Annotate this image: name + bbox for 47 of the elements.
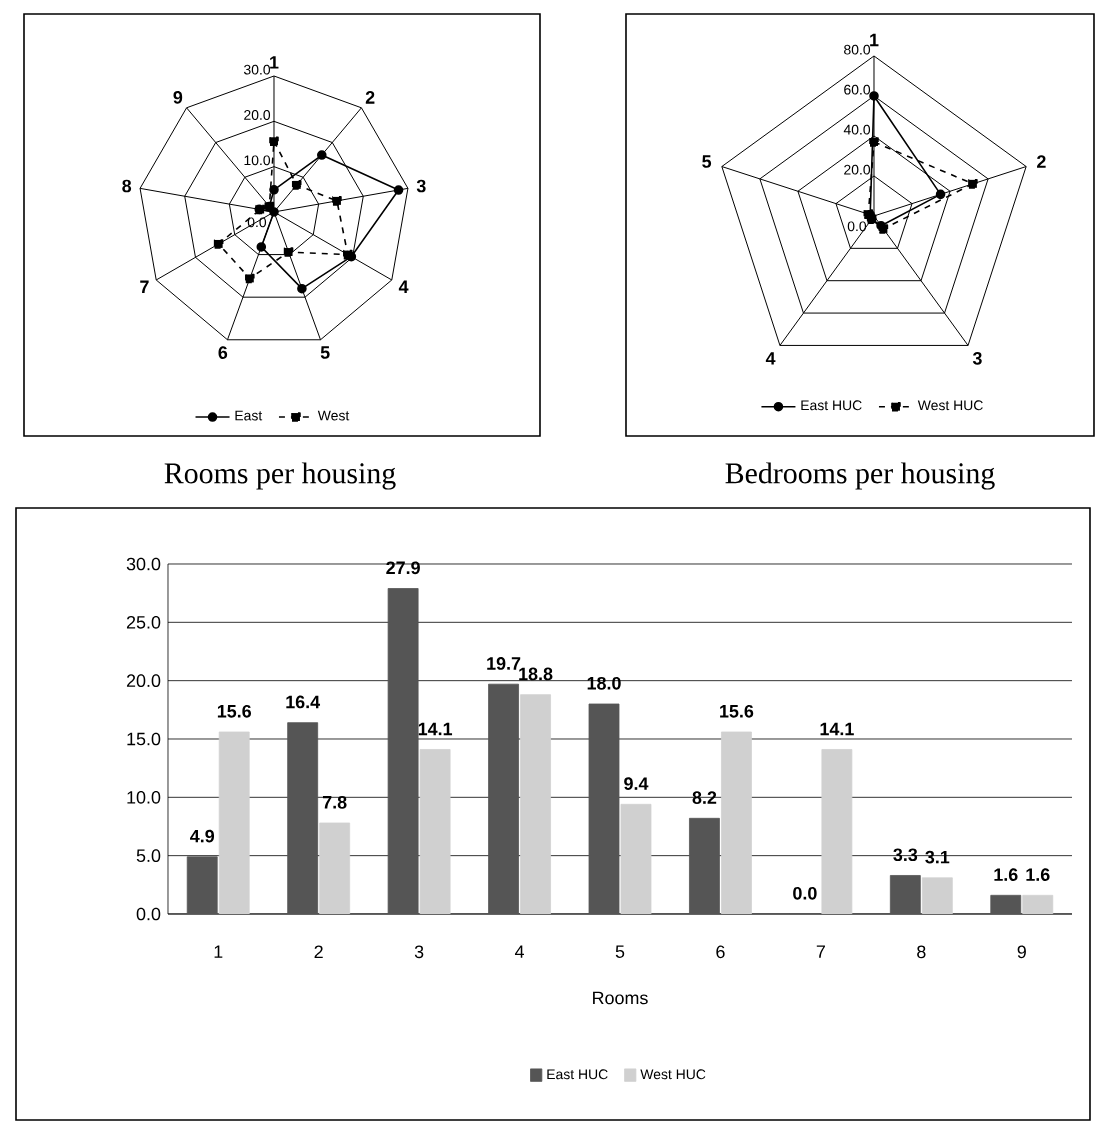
x-tick-label: 1 [214, 945, 223, 958]
data-label: 7.8 [322, 795, 347, 809]
data-label: 4.9 [190, 829, 215, 843]
y-tick-label: 0.0 [136, 907, 161, 921]
spoke-label: 4 [398, 280, 409, 293]
x-tick-label: 8 [917, 945, 926, 959]
spoke-label: 7 [140, 280, 149, 293]
spoke-label: 2 [1037, 155, 1046, 168]
spoke-label: 1 [270, 56, 279, 69]
spoke-label: 9 [173, 91, 183, 104]
x-tick-label: 2 [314, 945, 323, 958]
spoke-label: 5 [702, 155, 712, 168]
data-label: 27.9 [386, 561, 420, 575]
data-label: 15.6 [217, 704, 251, 718]
x-tick-label: 5 [615, 945, 625, 958]
data-label: 16.4 [286, 695, 321, 709]
data-label: 15.6 [720, 704, 754, 718]
y-tick-label: 20.0 [126, 674, 161, 688]
text: Bedrooms per housing [725, 462, 995, 490]
spoke-label: 8 [122, 179, 132, 193]
x-tick-label: 3 [414, 945, 424, 959]
spoke-label: 5 [320, 346, 330, 359]
x-tick-label: 6 [716, 945, 725, 959]
x-tick-label: 7 [816, 945, 825, 958]
spoke-label: 3 [972, 352, 982, 365]
y-tick-label: 5.0 [136, 849, 161, 863]
data-label: 14.1 [820, 722, 854, 736]
data-label: 0.0 [793, 886, 817, 900]
spoke-label: 3 [416, 179, 426, 193]
data-label: 19.7 [487, 657, 521, 670]
data-label: 18.8 [519, 667, 553, 681]
y-tick-label: 25.0 [126, 615, 161, 629]
x-axis-title: Rooms [593, 991, 648, 1005]
x-tick-label: 9 [1017, 945, 1026, 959]
y-tick-label: 30.0 [126, 557, 161, 571]
x-tick-label: 4 [514, 945, 524, 958]
spoke-label: 2 [365, 91, 375, 104]
spoke-label: 4 [765, 352, 776, 365]
data-label: 1.6 [994, 868, 1018, 881]
text: Rooms per housing [164, 462, 396, 490]
data-label: 9.4 [624, 777, 649, 790]
spoke-label: 6 [218, 346, 228, 359]
y-tick-label: 15.0 [127, 732, 161, 746]
data-label: 1.6 [1026, 868, 1050, 881]
y-tick-label: 10.0 [127, 790, 161, 804]
data-label: 14.1 [418, 722, 453, 736]
spoke-label: 1 [870, 33, 879, 47]
